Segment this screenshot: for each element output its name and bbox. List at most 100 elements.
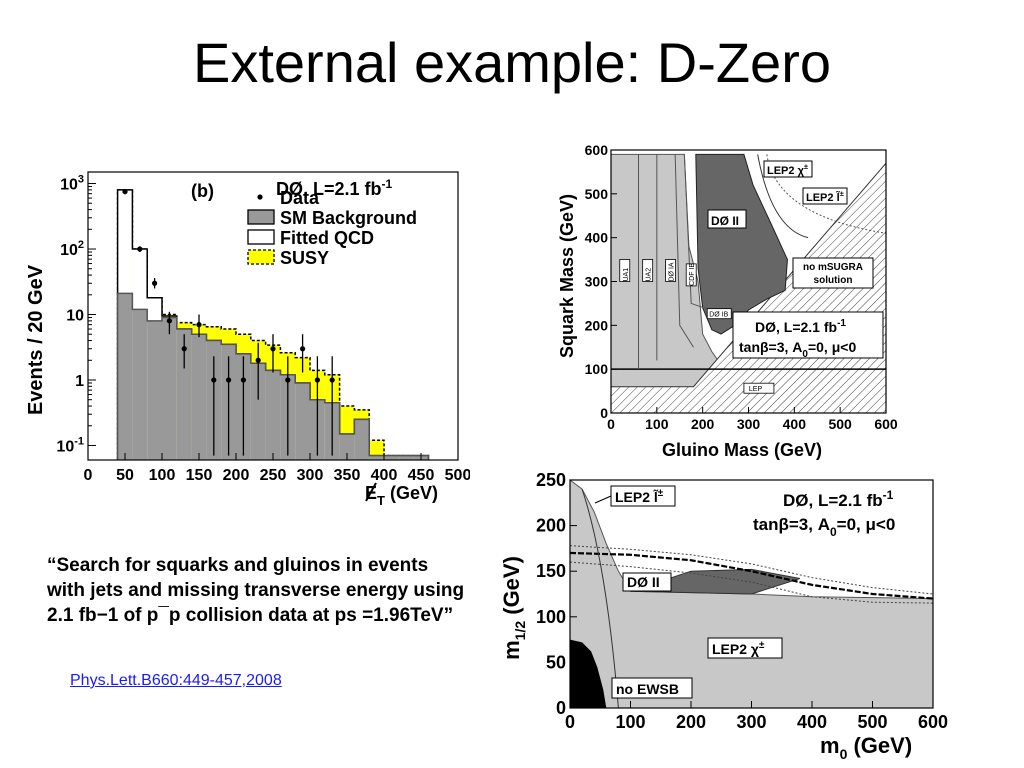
expected-lower-contour [569,561,934,604]
sm-background-bar [132,309,148,460]
sm-background-bar [265,370,281,460]
d0-2-label: DØ II [627,574,660,590]
legend-label: Fitted QCD [280,228,374,248]
paper-quote: “Search for squarks and gluinos in event… [47,555,465,626]
panel-label: (b) [191,181,214,201]
d0-ia-label-box [665,259,676,282]
no-ewsb-region [570,639,607,708]
data-point [166,318,172,324]
data-point [240,377,246,383]
sm-background-bar [369,455,384,460]
x-tick-label: 500 [857,712,887,732]
data-point [181,346,187,352]
ua2-label: UA2 [646,268,653,282]
d0-ib-label: DØ IB [709,312,728,319]
met-slash [365,482,377,502]
lep2-slepton-contour [757,154,809,239]
no-msugra-box [792,257,874,289]
info-line-2: tanβ=3, A0=0, μ<0 [753,515,895,539]
lep2-chi-label: LEP2 χ± [767,162,809,177]
data-point [300,346,306,352]
d0-run2-excluded-region [630,568,801,595]
sm-background-bar [354,419,370,460]
sm-background-bar [162,317,177,460]
ua2-label-box [642,259,654,282]
legend-swatch [247,229,275,245]
x-tick-label: 600 [874,416,898,432]
y-tick-label: 100 [536,607,566,627]
legend-label: SUSY [280,248,329,268]
x-tick-label: 100 [149,467,176,484]
x-tick-label: 200 [223,467,250,484]
data-point [285,377,291,383]
data-point [314,377,320,383]
y-tick-label: 103 [60,174,84,194]
no-ewsb-label: no EWSB [616,681,679,697]
x-tick-label: 100 [615,712,645,732]
slide-title: External example: D-Zero [192,31,831,94]
data-point [329,377,335,383]
sm-background-bar [191,334,207,460]
x-tick-label: 300 [736,712,766,732]
data-point [255,357,261,363]
legend-label: Data [280,188,320,208]
lep2-l-label: LEP2 l̃± [615,488,664,505]
y-tick-label: 10 [66,308,84,325]
x-tick-label: 450 [408,467,435,484]
y-tick-label: 200 [585,317,609,333]
x-tick-label: 150 [186,467,213,484]
d0-2-label-box [622,572,672,592]
data-point [270,346,276,352]
sm-background-bar [384,455,399,460]
x-tick-label: 500 [445,467,470,484]
ewsb-boundary-line [581,488,619,709]
sm-background-bar [117,293,133,460]
x-tick-label: 200 [691,416,715,432]
y-tick-label: 300 [585,274,609,290]
d0-2-label: DØ II [711,214,739,228]
x-tick-label: 350 [334,467,361,484]
expected-contour [569,551,934,600]
d0-ia-label: DØ IA [669,262,676,281]
y-axis-label: Events / 20 GeV [25,264,47,415]
x-tick-label: 250 [260,467,287,484]
y-tick-label: 150 [536,561,566,581]
no-msugra-label-1: no mSUGRA [803,262,863,273]
y-axis-label: Squark Mass (GeV) [557,194,577,358]
d0-2-label-box [707,209,747,229]
x-tick-label: 300 [737,416,761,432]
x-tick-label: 400 [783,416,807,432]
data-point [196,322,202,328]
data-point [122,189,128,195]
cdf-ib-label: CDF IB [689,263,696,286]
lep2-chi-label: LEP2 χ± [712,640,765,657]
ua1-label: UA1 [623,268,630,282]
y-tick-label: 102 [60,239,84,259]
lep2-l-label-box [802,187,848,205]
no-ewsb-label-box [611,677,693,699]
sm-background-bar [398,455,414,460]
lep2-l-pointer [594,495,612,504]
sm-background-bar-outline [116,292,430,460]
y-tick-label: 0 [600,405,608,421]
y-tick-label: 50 [546,652,566,672]
legend-swatch [247,209,275,225]
citation-link[interactable]: Phys.Lett.B660:449-457,2008 [70,672,282,689]
y-tick-label: 1 [75,373,84,390]
x-axis-label: ET (GeV) [365,483,438,508]
sm-background-bar [250,363,266,460]
info-box [732,311,884,359]
x-tick-label: 300 [297,467,324,484]
x-tick-label: 0 [607,416,615,432]
experiment-label: DØ, L=2.1 fb-1 [276,177,393,199]
x-axis-label: m0 (GeV) [820,733,912,762]
x-tick-label: 100 [645,416,669,432]
data-point [226,377,232,383]
info-line-2: tanβ=3, A0=0, μ<0 [739,339,856,360]
lep2-l-label: LEP2 l̃± [806,189,845,204]
d0-ia-contour [674,154,694,348]
d0-run2-excluded-region [695,153,788,335]
legend-swatch [247,249,275,265]
info-line-1: DØ, L=2.1 fb-1 [783,488,894,510]
